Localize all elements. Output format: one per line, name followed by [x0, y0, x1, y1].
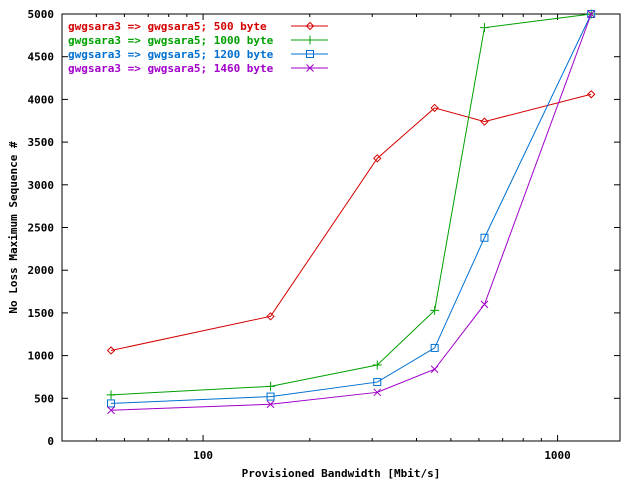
y-tick-label: 4000 [28, 93, 55, 106]
y-tick-label: 3000 [28, 179, 55, 192]
data-point [479, 23, 489, 33]
legend-item: gwgsara3 => gwgsara5; 1460 byte [68, 62, 328, 75]
y-tick-label: 4500 [28, 51, 55, 64]
data-point [430, 365, 439, 374]
legend-marker [306, 64, 314, 72]
data-point [266, 400, 275, 409]
y-tick-label: 3500 [28, 136, 55, 149]
data-point [373, 388, 382, 397]
data-point [107, 399, 116, 408]
y-tick-label: 5000 [28, 8, 55, 21]
series-2 [106, 9, 596, 400]
series-line [110, 93, 592, 351]
y-tick-label: 500 [34, 392, 54, 405]
legend-label: gwgsara3 => gwgsara5; 1460 byte [68, 62, 274, 75]
x-axis-label: Provisioned Bandwidth [Mbit/s] [242, 467, 441, 480]
data-point [107, 406, 115, 415]
data-point [587, 10, 596, 18]
series-line [111, 13, 592, 411]
legend-label: gwgsara3 => gwgsara5; 500 byte [68, 20, 267, 33]
data-point [266, 312, 275, 321]
y-tick-label: 0 [47, 435, 54, 448]
plot-frame-layer [61, 13, 621, 442]
x-tick-label: 100 [193, 449, 213, 462]
legend-label: gwgsara3 => gwgsara5; 1200 byte [68, 48, 274, 61]
legend-marker [305, 35, 315, 45]
x-axis-ticks: 100 1000 [61, 14, 571, 462]
data-point [430, 305, 440, 315]
series-line [111, 13, 592, 404]
y-tick-label: 1500 [28, 307, 55, 320]
data-point [430, 343, 439, 352]
data-point [430, 103, 439, 113]
data-point [106, 346, 116, 355]
data-point [373, 378, 382, 387]
y-axis-ticks: 0 500 1000 1500 2000 2500 3000 3500 4000 4500 5000 [28, 8, 620, 448]
legend-marker [306, 50, 314, 58]
y-tick-label: 1000 [28, 350, 55, 363]
y-tick-label: 2500 [28, 222, 55, 235]
series-4 [107, 10, 596, 415]
data-point [373, 154, 382, 163]
y-axis-label: No Loss Maximum Sequence # [7, 141, 20, 314]
series-layer [106, 9, 596, 415]
data-point [266, 392, 275, 401]
data-point [106, 390, 116, 400]
series-1 [106, 90, 596, 355]
data-point [480, 233, 489, 242]
legend-item: gwgsara3 => gwgsara5; 1200 byte [68, 48, 328, 61]
series-3 [107, 10, 596, 408]
plot-border [61, 13, 621, 442]
data-point [480, 300, 489, 309]
series-line [111, 13, 592, 396]
data-point [480, 117, 489, 126]
legend-item: gwgsara3 => gwgsara5; 1000 byte [68, 34, 328, 47]
x-tick-label: 1000 [544, 449, 571, 462]
legend-item: gwgsara3 => gwgsara5; 500 byte [68, 20, 328, 33]
data-point [372, 360, 382, 370]
legend-label: gwgsara3 => gwgsara5; 1000 byte [68, 34, 274, 47]
legend-marker [305, 21, 315, 31]
data-point [587, 10, 596, 18]
y-tick-label: 2000 [28, 264, 55, 277]
data-point [586, 90, 596, 99]
data-point [266, 381, 276, 391]
